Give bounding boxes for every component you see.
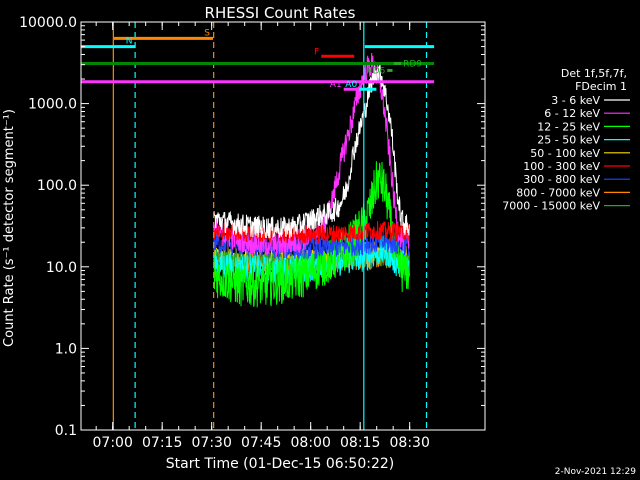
y-axis-label: Count Rate (s⁻¹ detector segment⁻¹)	[2, 109, 17, 347]
legend-label-2: 6 - 12 keV	[544, 107, 600, 120]
y-tick-label-5: 1000.0	[28, 97, 77, 113]
chart-title: RHESSI Count Rates	[205, 4, 356, 22]
series-line-3	[213, 161, 410, 308]
x-tick-label-6: 08:15	[340, 435, 380, 451]
y-tick-label-4: 100.0	[37, 178, 77, 194]
x-tick-label-5: 08:00	[291, 435, 331, 451]
legend-label-5: 50 - 100 keV	[530, 147, 600, 160]
legend-label-4: 25 - 50 keV	[537, 134, 600, 147]
legend-label-1: 3 - 6 keV	[551, 94, 600, 107]
x-tick-label-2: 07:15	[142, 435, 182, 451]
interval-label-11: A1	[330, 80, 342, 90]
x-tick-label-7: 08:30	[390, 435, 430, 451]
x-tick-label-4: 07:45	[241, 435, 281, 451]
plot-frame	[80, 21, 486, 431]
annotation-layer: S N F A1 A0 RD6 RD9	[81, 22, 435, 430]
x-tick-label-1: 07:00	[93, 435, 133, 451]
series-line-6	[213, 220, 410, 245]
legend-header-1: Det 1f,5f,7f,	[561, 67, 627, 80]
legend-header-2: FDecim 1	[575, 80, 627, 93]
date-stamp: 2-Nov-2021 12:29	[555, 467, 637, 477]
interval-label-15: RD9	[403, 60, 422, 70]
interval-label-14: RD6	[366, 66, 385, 76]
interval-label-7: N	[126, 37, 133, 47]
interval-label-12: A0	[345, 80, 357, 90]
x-axis-label: Start Time (01-Dec-15 06:50:22)	[166, 456, 394, 472]
y-tick-label-3: 10.0	[46, 260, 77, 276]
interval-label-10: F	[314, 47, 319, 57]
y-tick-label-2: 1.0	[55, 341, 77, 357]
y-tick-label-6: 10000.0	[19, 15, 77, 31]
legend-label-6: 100 - 300 keV	[523, 160, 600, 173]
legend-label-3: 12 - 25 keV	[537, 120, 600, 133]
legend-label-9: 7000 - 15000 keV	[502, 200, 600, 213]
x-tick-label-3: 07:30	[192, 435, 232, 451]
axes-layer: 07:00 07:15 07:30 07:45 08:00 08:15 08:30 0.1 1.…	[19, 15, 486, 451]
interval-label-6: S	[204, 28, 210, 38]
legend-label-8: 800 - 7000 keV	[516, 186, 600, 199]
legend-label-7: 300 - 800 keV	[523, 173, 600, 186]
y-tick-label-1: 0.1	[55, 423, 77, 439]
